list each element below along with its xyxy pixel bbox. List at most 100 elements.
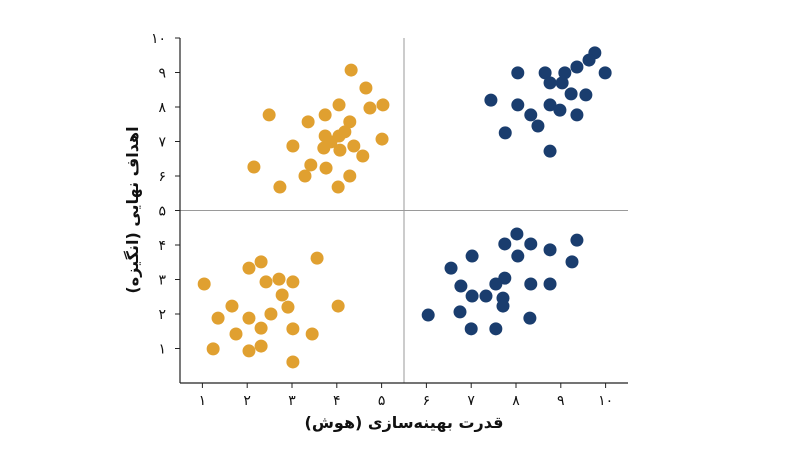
point [225,299,239,313]
x-tick-label: ۷ [467,393,475,409]
point [531,119,545,133]
point [484,93,498,107]
point [558,66,572,80]
point [570,233,584,247]
point [375,132,389,146]
point [579,88,593,102]
y-tick-label: ۸ [158,100,166,116]
point [286,355,300,369]
point [570,108,584,122]
point [298,169,312,183]
point [304,158,318,172]
y-tick-label: ۵ [158,204,166,220]
y-tick-label: ۳ [158,273,166,289]
point [464,322,478,336]
point [344,63,358,77]
x-tick-label: ۲ [243,393,251,409]
point [570,60,584,74]
point [338,125,352,139]
point [511,66,525,80]
point [454,279,468,293]
point [264,307,278,321]
point [538,66,552,80]
point [272,272,286,286]
point [301,115,315,129]
y-axis-title: اهداف نهایی (انگیزه) [123,126,142,293]
point [444,261,458,275]
point [318,108,332,122]
point [510,227,524,241]
y-tick-label: ۷ [158,135,166,151]
x-tick-label: ۵ [378,393,386,409]
x-tick-label: ۱ [199,393,207,409]
point [331,299,345,313]
point [254,255,268,269]
point [319,161,333,175]
point [543,243,557,257]
point [286,322,300,336]
y-tick-label: ۹ [158,66,166,82]
x-tick-label: ۱۰ [598,393,613,409]
point [453,305,467,319]
point [317,141,331,155]
point [333,143,347,157]
point [363,101,377,115]
point [247,160,261,174]
point [281,300,295,314]
point [465,249,479,263]
point [331,180,345,194]
point [498,126,512,140]
point [347,139,361,153]
x-tick-label: ۸ [512,393,520,409]
y-tick-label: ۱ [158,342,166,358]
x-tick-label: ۹ [557,393,565,409]
point [421,308,435,322]
point [598,66,612,80]
point [275,288,289,302]
point [555,76,569,90]
point [273,180,287,194]
point [197,277,211,291]
point [543,277,557,291]
point [523,311,537,325]
point [343,169,357,183]
point [511,249,525,263]
point [496,299,510,313]
point [489,322,503,336]
point [305,327,319,341]
point [565,255,579,269]
y-tick-label: ۱۰ [151,31,166,47]
point [498,237,512,251]
point [343,115,357,129]
point [543,76,557,90]
point [553,103,567,117]
point [356,149,370,163]
point [242,261,256,275]
y-tick-label: ۶ [158,169,166,185]
point [262,108,276,122]
point [524,237,538,251]
point [511,98,525,112]
point [286,139,300,153]
point [376,98,390,112]
point [310,251,324,265]
x-tick-label: ۳ [288,393,296,409]
y-tick-label: ۲ [158,307,166,323]
point [286,275,300,289]
point [524,108,538,122]
point [242,344,256,358]
x-axis-title: قدرت بهینه‌سازی (هوش) [305,413,504,432]
point [582,53,596,67]
point [242,311,256,325]
point [479,289,493,303]
x-tick-label: ۶ [423,393,431,409]
point [489,277,503,291]
point [206,342,220,356]
point [259,275,273,289]
point [543,98,557,112]
point [524,277,538,291]
point [254,321,268,335]
point [254,339,268,353]
point [465,289,479,303]
